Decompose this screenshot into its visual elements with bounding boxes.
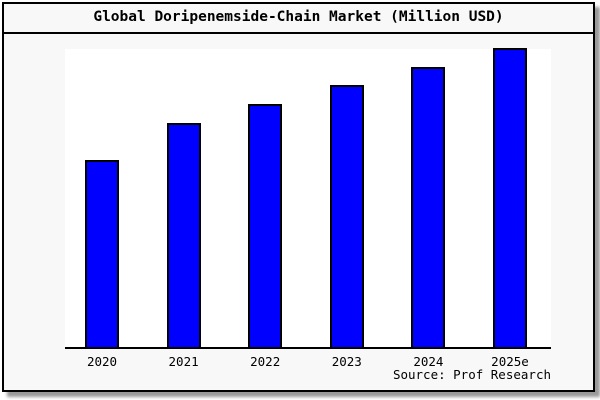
bar-2023 <box>329 85 364 347</box>
bar-2024 <box>411 67 446 347</box>
source-credit: Source: Prof Research <box>392 367 551 382</box>
x-tick-label-2020: 2020 <box>86 354 118 369</box>
chart-title: Global Doripenemside-Chain Market (Milli… <box>93 9 504 25</box>
bar-2021 <box>166 123 201 347</box>
chart-title-band: Global Doripenemside-Chain Market (Milli… <box>2 2 595 34</box>
x-tick-label-2022: 2022 <box>250 354 281 369</box>
x-tick-label-2024: 2024 <box>413 354 444 369</box>
x-tick-label-2023: 2023 <box>331 354 362 369</box>
bar-2020 <box>85 160 119 347</box>
x-axis-labels: 2020 2021 2022 2023 2024 2025e <box>0 354 600 370</box>
x-tick-label-2021: 2021 <box>168 354 199 369</box>
bar-2025e <box>493 48 527 347</box>
bar-2022 <box>248 104 283 347</box>
x-tick-label-2025e: 2025e <box>491 354 529 369</box>
plot-area <box>65 48 551 349</box>
